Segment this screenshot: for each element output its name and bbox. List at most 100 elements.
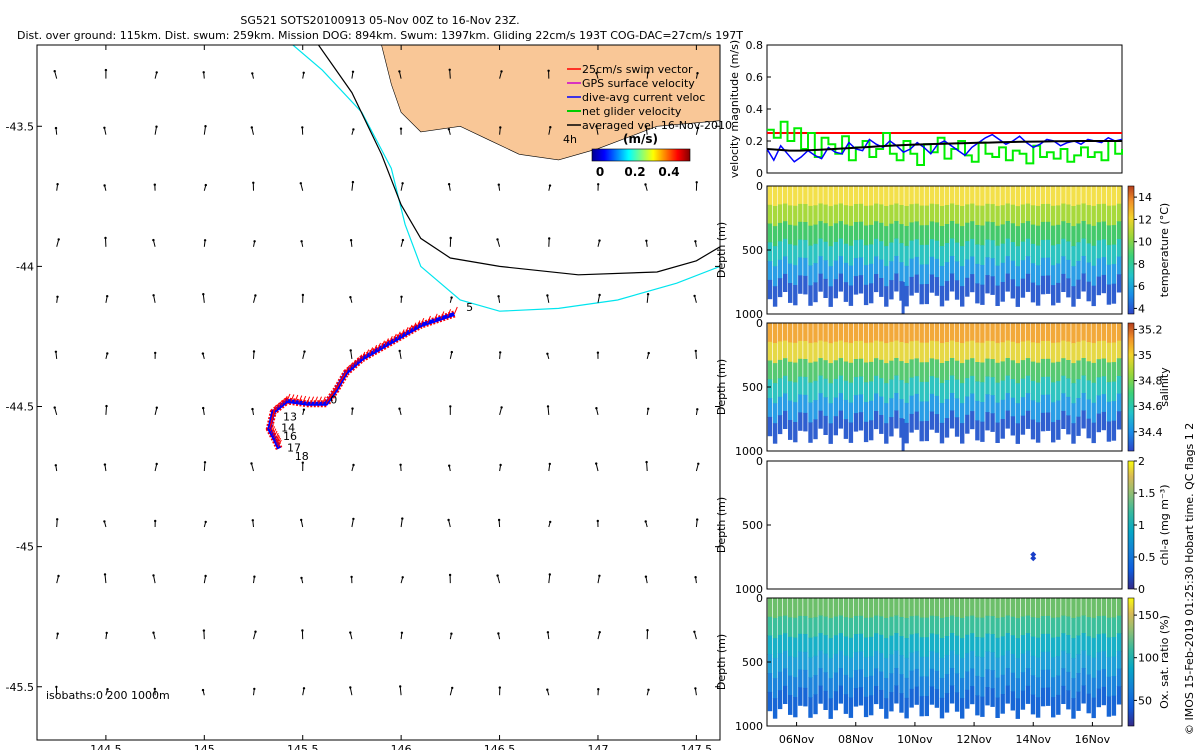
profile-segment (1030, 361, 1036, 382)
isobath-200m (292, 45, 720, 312)
profile-segment (1076, 616, 1081, 636)
profile-segment (1111, 695, 1117, 716)
profile-segment (1000, 205, 1005, 225)
profile-segment (884, 658, 889, 679)
profile-segment (803, 376, 808, 396)
profile-segment (884, 698, 889, 719)
profile-segment (853, 395, 859, 414)
profile-segment (939, 618, 945, 639)
profile-segment (1096, 240, 1101, 259)
profile-segment (1056, 224, 1061, 245)
current-vector (300, 183, 304, 191)
profile-segment (1010, 379, 1015, 399)
profile-segment (960, 423, 965, 444)
profile-segment (924, 244, 929, 265)
current-vector-head (351, 407, 354, 410)
profile-segment (1111, 323, 1117, 343)
current-vector (546, 295, 550, 303)
profile-segment (970, 274, 975, 293)
depth-tick-label: 1000 (735, 720, 763, 733)
current-vector (497, 239, 501, 247)
colorbar-label: Ox. sat. ratio (%) (1158, 615, 1171, 709)
profile-segment (858, 633, 864, 652)
profile-segment (909, 395, 914, 415)
profile-segment (1056, 244, 1061, 264)
profile-segment (1106, 637, 1112, 658)
profile-segment (803, 394, 808, 414)
profile-segment (1081, 186, 1086, 204)
profile-segment (828, 343, 833, 364)
profile-segment (863, 284, 869, 306)
profile-segment (1106, 617, 1112, 638)
current-vector-head (204, 520, 207, 524)
profile-segment (939, 206, 945, 227)
profile-segment (798, 221, 803, 241)
profile-segment (944, 674, 950, 694)
profile-segment (924, 264, 929, 285)
swim-vector (373, 344, 378, 353)
profile-segment (944, 224, 950, 244)
colorbar-tick-label: 1 (1138, 519, 1145, 532)
profile-segment (1101, 221, 1106, 240)
profile-segment (874, 238, 879, 257)
profile-segment (833, 635, 838, 655)
profile-segment (909, 652, 914, 672)
profile-segment (904, 343, 909, 364)
profile-segment (884, 286, 889, 307)
current-vector-head (546, 294, 549, 297)
profile-segment (1005, 410, 1010, 429)
depth-ylabel: Depth (m) (715, 497, 728, 553)
profile-segment (879, 690, 884, 709)
profile-segment (793, 657, 798, 678)
current-vector (595, 126, 599, 135)
profile-segment (990, 634, 995, 653)
profile-segment (808, 617, 813, 639)
profile-segment (965, 634, 970, 654)
profile-segment (899, 617, 904, 637)
profile-segment (1025, 273, 1031, 292)
profile-segment (869, 420, 874, 441)
profile-segment (808, 285, 813, 306)
profile-segment (1106, 284, 1112, 305)
profile-segment (1020, 635, 1026, 655)
current-vector-head (204, 574, 207, 578)
profile-segment (1035, 422, 1041, 443)
profile-segment (970, 650, 975, 669)
current-vector-head (398, 70, 401, 73)
profile-segment (1051, 617, 1056, 639)
profile-segment (970, 686, 975, 705)
profile-segment (1091, 617, 1096, 639)
profile-segment (1010, 341, 1015, 361)
profile-segment (783, 685, 788, 704)
profile-segment (894, 375, 899, 394)
profile-segment (828, 403, 833, 424)
profile-segment (818, 633, 823, 652)
profile-segment (1116, 651, 1122, 670)
colorbar-tick-label: 2 (1138, 455, 1145, 468)
profile-segment (1056, 282, 1061, 303)
map-ytick-label: -44.5 (6, 401, 34, 414)
swim-vector (275, 434, 280, 442)
current-vector-head (598, 631, 601, 634)
profile-segment (1116, 274, 1122, 293)
current-vector (154, 126, 157, 135)
colorbar-tick-label: 0.5 (1138, 551, 1156, 564)
profile-segment (1015, 186, 1020, 207)
profile-segment (793, 285, 798, 306)
profile-segment (1066, 186, 1071, 205)
current-vector-head (301, 461, 304, 464)
legend-dive-avg-current: dive-avg current veloc (582, 91, 705, 104)
profile-segment (858, 221, 864, 240)
profile-segment (1025, 203, 1031, 222)
profile-segment (772, 206, 778, 227)
profile-segment (919, 186, 924, 207)
profile-segment (954, 654, 960, 674)
swim-vector (294, 394, 299, 403)
swim-vector (447, 309, 452, 317)
profile-segment (828, 266, 833, 287)
profile-segment (1101, 274, 1106, 294)
profile-segment (914, 615, 919, 634)
current-vector-head (696, 518, 699, 521)
swim-vector (327, 393, 332, 402)
